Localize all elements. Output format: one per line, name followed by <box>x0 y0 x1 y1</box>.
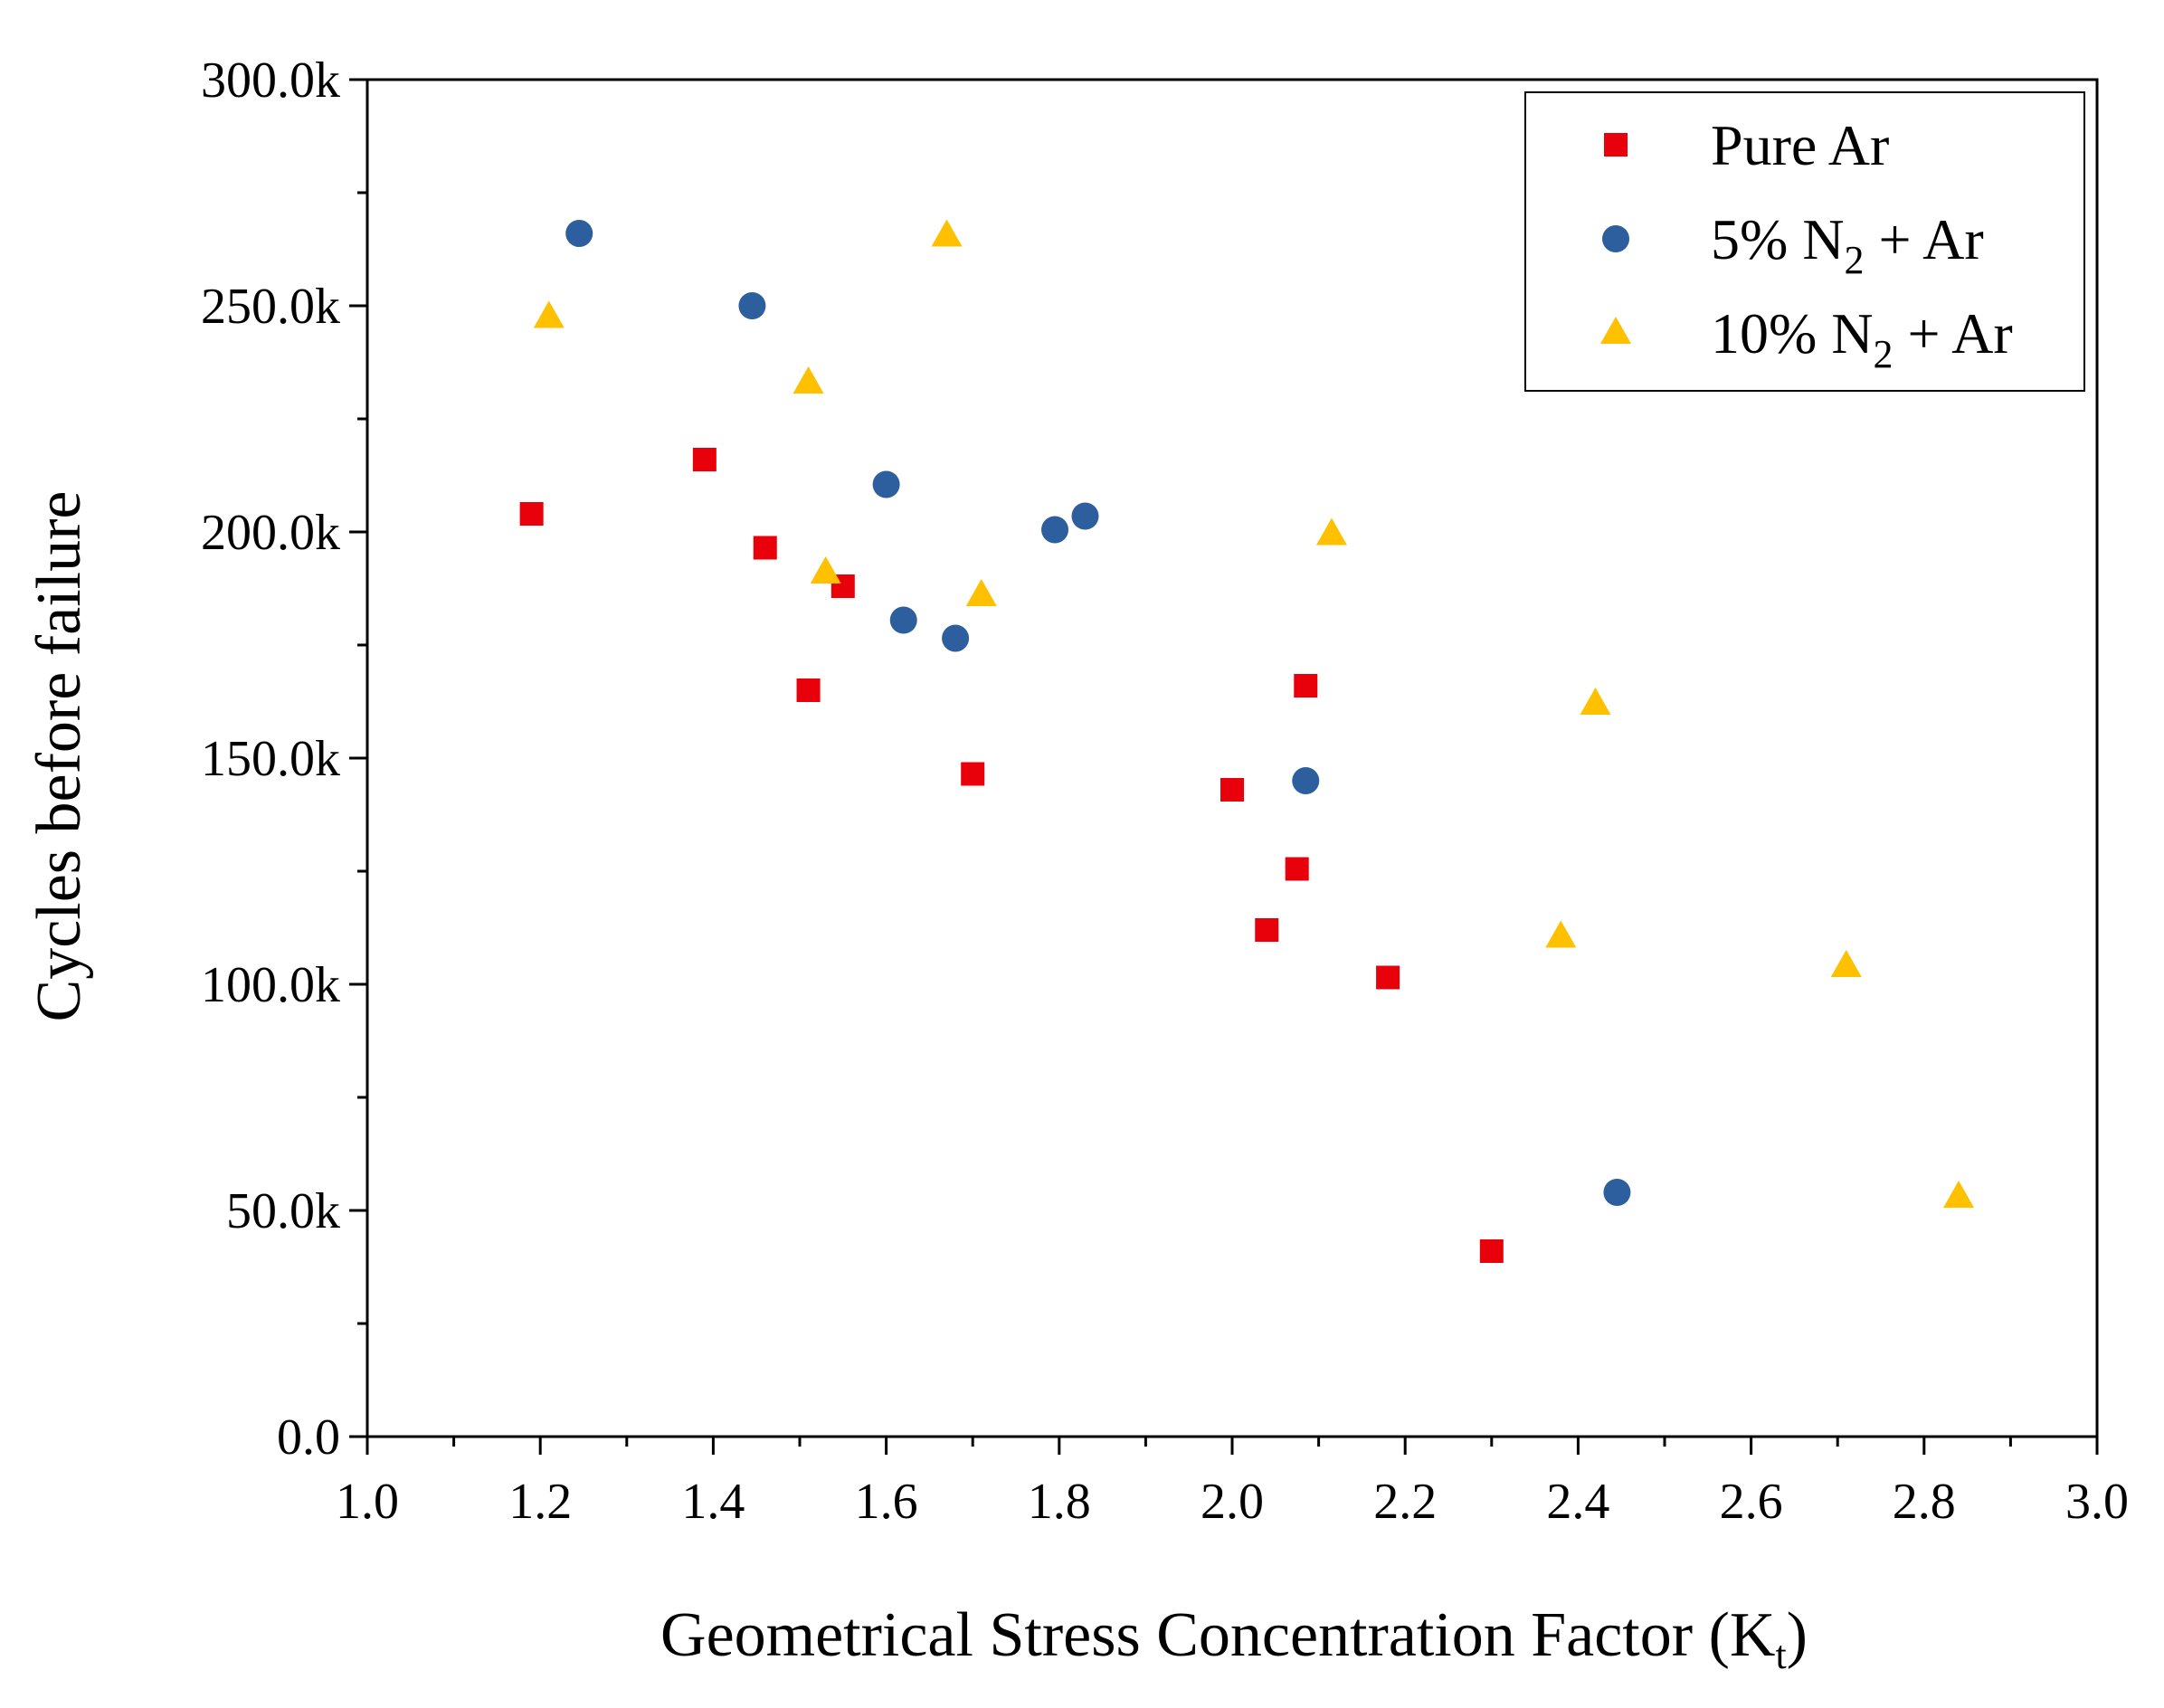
data-point-square <box>1376 965 1400 990</box>
data-point-square <box>753 536 777 560</box>
data-point-triangle <box>965 579 997 606</box>
data-point-square <box>1220 778 1244 802</box>
legend-marker-circle <box>1602 225 1629 252</box>
data-point-triangle <box>1315 517 1347 546</box>
data-point-square <box>1479 1239 1504 1263</box>
data-point-triangle <box>793 366 824 394</box>
x-tick-label: 3.0 <box>2065 1474 2129 1530</box>
data-point-triangle <box>931 219 963 247</box>
data-point-circle <box>1603 1179 1631 1206</box>
data-point-triangle <box>810 556 841 584</box>
data-point-circle <box>872 470 900 498</box>
x-tick-label: 1.6 <box>855 1474 918 1530</box>
plot-layer: 1.0 1.2 1.4 1.6 1.8 2.0 2.2 2.4 2.6 2.8 3.0 0.0 50.0… <box>201 52 2129 1530</box>
legend: Pure Ar 5% N2 + Ar 10% N2 + Ar <box>1524 91 2085 392</box>
x-tick-label: 1.8 <box>1028 1474 1091 1530</box>
y-tick-label: 100.0k <box>201 957 340 1013</box>
data-point-triangle <box>1580 688 1611 715</box>
legend-label: 5% N2 + Ar <box>1711 207 1984 282</box>
data-point-square <box>1285 857 1309 881</box>
data-point-square <box>796 678 821 702</box>
legend-label-subscript: 2 <box>1874 332 1894 376</box>
y-tick-label: 50.0k <box>226 1183 340 1239</box>
y-axis-title: Cycles before failure <box>24 491 94 1022</box>
legend-marker-triangle <box>1600 317 1631 344</box>
legend-label: Pure Ar <box>1711 113 1889 177</box>
data-point-circle <box>565 220 593 247</box>
data-point-square <box>961 762 985 786</box>
y-tick-label: 0.0 <box>277 1409 340 1466</box>
x-tick-label: 2.6 <box>1720 1474 1783 1530</box>
y-tick-label: 150.0k <box>201 731 340 787</box>
data-point-square <box>519 502 544 526</box>
x-axis-title: Geometrical Stress Concentration Factor … <box>660 1600 1808 1677</box>
data-point-triangle <box>1830 950 1862 977</box>
y-tick-label: 300.0k <box>201 52 340 109</box>
data-point-triangle <box>533 300 565 328</box>
legend-marker-square <box>1604 133 1628 157</box>
x-axis-title-subscript: t <box>1775 1633 1786 1677</box>
x-tick-label: 2.0 <box>1201 1474 1264 1530</box>
data-point-circle <box>942 624 970 652</box>
data-point-square <box>1294 674 1318 697</box>
data-point-circle <box>1041 516 1069 544</box>
y-tick-label: 200.0k <box>201 505 340 561</box>
x-tick-label: 2.8 <box>1893 1474 1956 1530</box>
x-tick-label: 1.4 <box>681 1474 745 1530</box>
data-point-square <box>1255 918 1279 942</box>
y-tick-label: 250.0k <box>201 279 340 335</box>
data-point-triangle <box>1545 920 1577 948</box>
x-tick-label: 2.2 <box>1373 1474 1437 1530</box>
legend-label: 10% N2 + Ar <box>1711 301 2013 376</box>
x-tick-label: 1.0 <box>336 1474 399 1530</box>
x-tick-label: 1.2 <box>508 1474 572 1530</box>
data-point-circle <box>1071 502 1099 530</box>
x-tick-label: 2.4 <box>1546 1474 1609 1530</box>
data-point-circle <box>889 606 917 634</box>
legend-label-subscript: 2 <box>1845 238 1865 282</box>
data-point-circle <box>738 292 766 319</box>
data-point-triangle <box>1943 1181 1975 1208</box>
data-point-square <box>692 448 717 471</box>
data-point-circle <box>1292 767 1320 794</box>
marks-layer <box>519 219 1975 1263</box>
